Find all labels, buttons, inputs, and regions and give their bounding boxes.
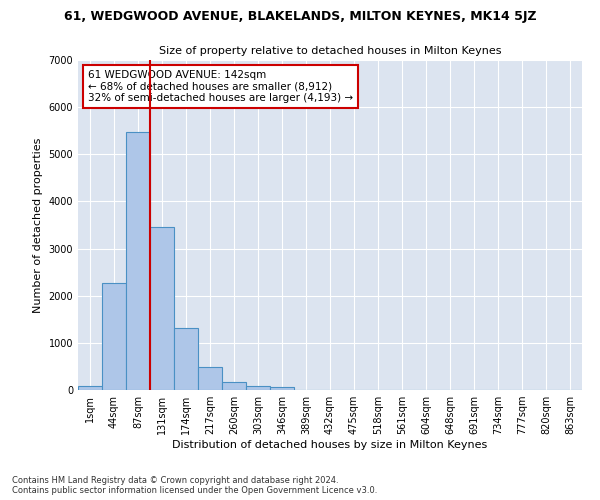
Bar — [150, 228, 174, 390]
Y-axis label: Number of detached properties: Number of detached properties — [33, 138, 43, 312]
Text: Contains HM Land Registry data © Crown copyright and database right 2024.
Contai: Contains HM Land Registry data © Crown c… — [12, 476, 377, 495]
Bar — [270, 387, 294, 390]
Bar — [198, 368, 222, 390]
Bar — [222, 382, 246, 390]
Text: 61 WEDGWOOD AVENUE: 142sqm
← 68% of detached houses are smaller (8,912)
32% of s: 61 WEDGWOOD AVENUE: 142sqm ← 68% of deta… — [88, 70, 353, 103]
Bar — [246, 386, 270, 390]
Bar — [174, 328, 198, 390]
Title: Size of property relative to detached houses in Milton Keynes: Size of property relative to detached ho… — [159, 46, 501, 56]
Text: 61, WEDGWOOD AVENUE, BLAKELANDS, MILTON KEYNES, MK14 5JZ: 61, WEDGWOOD AVENUE, BLAKELANDS, MILTON … — [64, 10, 536, 23]
Bar — [126, 132, 150, 390]
Bar — [102, 282, 126, 390]
X-axis label: Distribution of detached houses by size in Milton Keynes: Distribution of detached houses by size … — [172, 440, 488, 450]
Bar — [78, 386, 102, 390]
